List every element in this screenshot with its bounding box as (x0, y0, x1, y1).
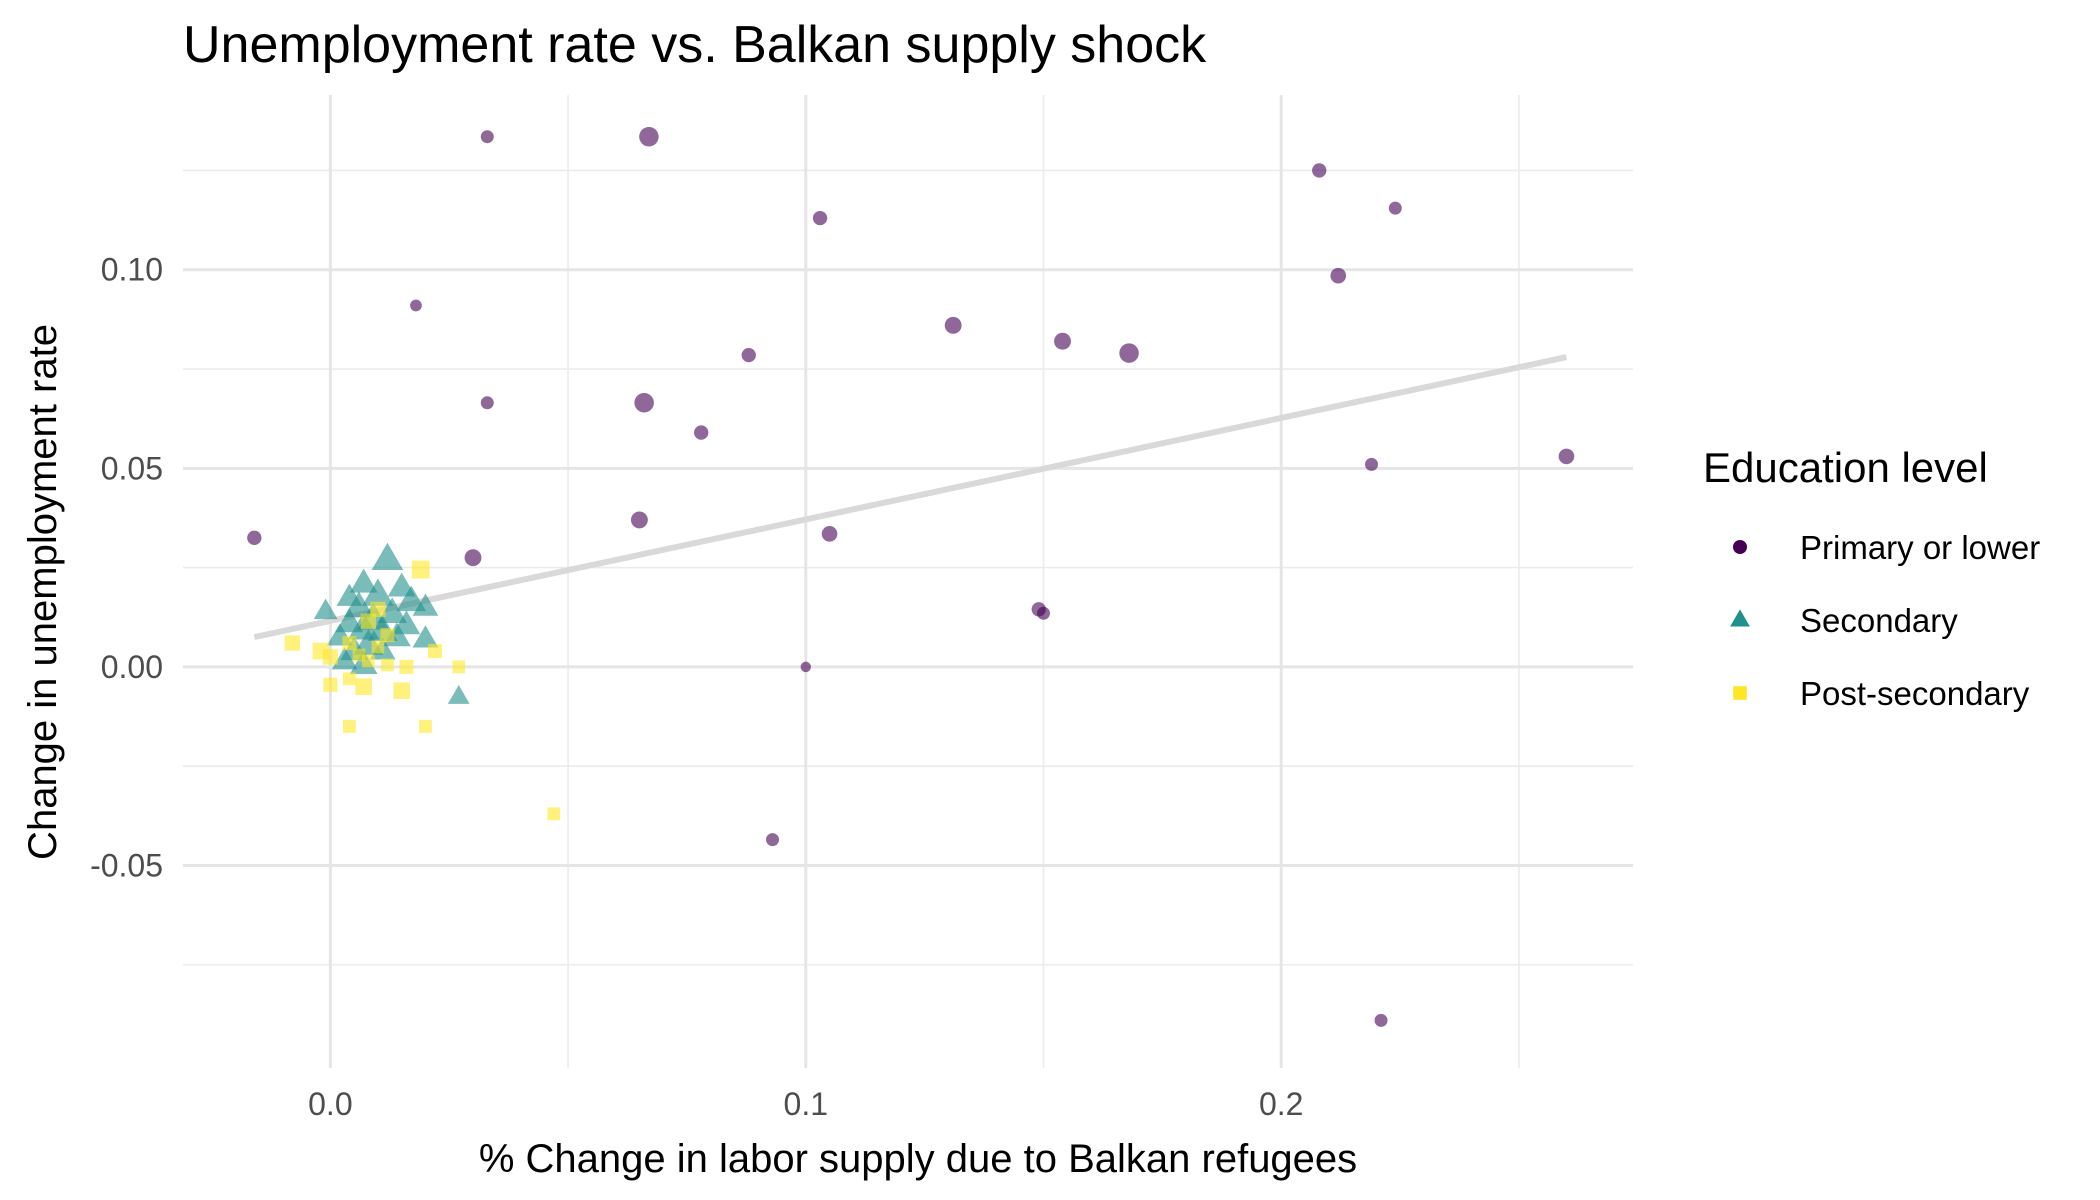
chart-title: Unemployment rate vs. Balkan supply shoc… (183, 16, 1207, 74)
tick-labels: 0.0 0.1 0.2 -0.05 0.00 0.05 0.10 (90, 252, 1303, 1122)
square-point (323, 677, 338, 692)
square-point (452, 660, 466, 674)
series-primary-or-lower (247, 126, 1575, 1027)
legend-circle-icon (1733, 540, 1747, 554)
circle-point (766, 833, 780, 847)
triangle-point (331, 647, 358, 670)
circle-point (1558, 448, 1575, 465)
triangle-point (344, 591, 374, 618)
circle-point (812, 210, 828, 226)
circle-point (1119, 343, 1139, 363)
legend-triangle-icon (1730, 609, 1750, 627)
x-tick-label: 0.0 (308, 1086, 352, 1122)
triangle-point (412, 625, 439, 648)
triangle-point (396, 585, 427, 612)
legend-label: Primary or lower (1800, 529, 2040, 566)
square-point (411, 560, 430, 579)
y-tick-label: 0.05 (101, 450, 163, 486)
legend-key-triangle: Secondary (1730, 602, 1958, 639)
square-point (547, 807, 561, 821)
legend: Education level Primary or lower Secondar… (1703, 444, 2040, 712)
circle-point (480, 130, 494, 144)
square-point (427, 643, 442, 659)
y-tick-label: -0.05 (90, 847, 163, 883)
circle-point (1374, 1013, 1388, 1027)
legend-label: Post-secondary (1800, 675, 2030, 712)
circle-point (1388, 201, 1402, 215)
circle-point (480, 396, 494, 410)
square-point (371, 640, 385, 654)
y-tick-label: 0.00 (101, 649, 163, 685)
square-point (370, 601, 386, 617)
data-points (247, 126, 1575, 1027)
triangle-point (349, 568, 378, 593)
square-point (360, 613, 377, 629)
square-point (419, 720, 432, 733)
circle-point (1312, 163, 1327, 178)
circle-point (1036, 606, 1050, 620)
circle-point (821, 526, 838, 542)
triangle-point (412, 593, 439, 616)
square-point (362, 654, 375, 668)
legend-title: Education level (1703, 444, 1988, 491)
square-point (399, 659, 414, 674)
x-tick-label: 0.2 (1259, 1086, 1303, 1122)
triangle-point (447, 685, 470, 704)
circle-point (694, 425, 709, 440)
square-point (355, 678, 372, 696)
legend-key-square: Post-secondary (1733, 675, 2030, 712)
square-point (322, 649, 339, 665)
circle-point (1330, 267, 1347, 284)
circle-point (464, 549, 482, 567)
x-tick-label: 0.1 (784, 1086, 828, 1122)
square-point (380, 628, 395, 643)
circle-point (1365, 457, 1379, 471)
trend-line-layer (253, 354, 1568, 641)
circle-point (639, 126, 659, 147)
circle-point (1054, 332, 1071, 350)
circle-point (741, 347, 756, 363)
y-axis-title: Change in unemployment rate (21, 324, 65, 860)
x-axis-title: % Change in labor supply due to Balkan r… (479, 1137, 1357, 1181)
triangle-point (362, 578, 394, 606)
triangle-point (371, 542, 404, 571)
series-post-secondary (284, 560, 561, 821)
square-point (284, 635, 300, 651)
circle-point (410, 299, 422, 312)
square-point (381, 658, 394, 672)
square-point (343, 720, 356, 733)
triangle-point (313, 598, 338, 620)
legend-square-icon (1733, 686, 1747, 700)
legend-keys: Primary or lower Secondary Post-secondary (1730, 529, 2040, 712)
square-point (393, 682, 410, 700)
legend-label: Secondary (1800, 602, 1958, 639)
circle-point (800, 661, 811, 673)
legend-key-circle: Primary or lower (1733, 529, 2040, 566)
y-tick-label: 0.10 (101, 252, 163, 288)
circle-point (634, 393, 654, 413)
circle-point (630, 511, 648, 529)
trend-line (253, 354, 1568, 641)
square-point (343, 672, 356, 686)
circle-point (247, 530, 262, 545)
circle-point (944, 316, 962, 334)
square-point (342, 636, 357, 651)
